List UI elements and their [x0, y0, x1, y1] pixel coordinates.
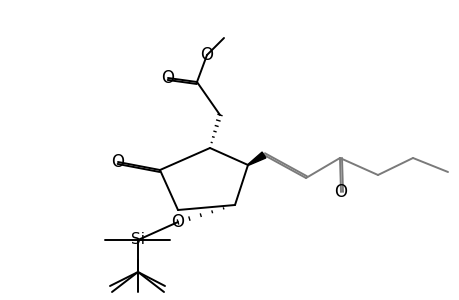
Text: O: O: [200, 46, 213, 64]
Text: Si: Si: [131, 232, 145, 247]
Text: O: O: [171, 213, 184, 231]
Text: O: O: [334, 183, 347, 201]
Text: O: O: [161, 69, 174, 87]
Polygon shape: [247, 152, 265, 165]
Text: O: O: [111, 153, 124, 171]
